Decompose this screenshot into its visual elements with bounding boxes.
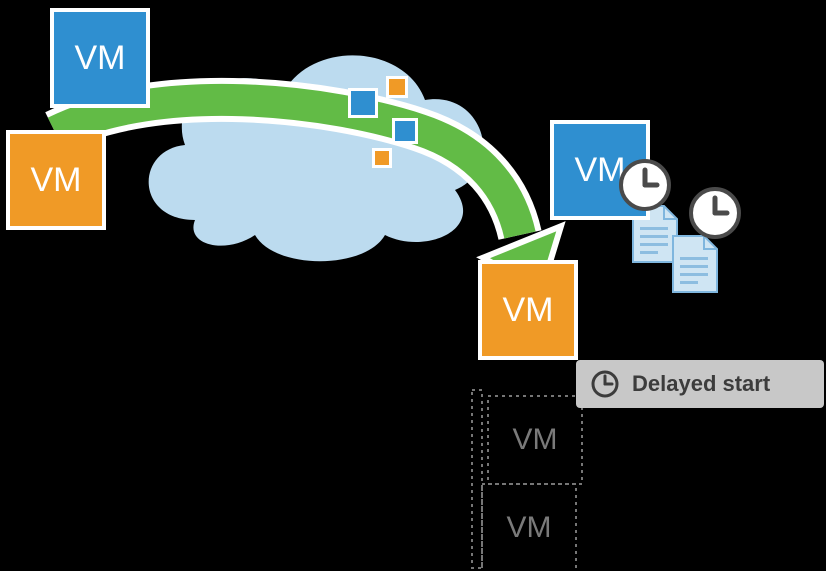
clock-icon bbox=[618, 158, 672, 212]
data-block bbox=[392, 118, 418, 144]
data-block bbox=[348, 88, 378, 118]
diagram-stage: VM VM VM VM bbox=[0, 0, 826, 571]
vm-source-blue: VM bbox=[50, 8, 150, 108]
delayed-start-label: Delayed start bbox=[576, 360, 824, 408]
vm-label: VM bbox=[503, 291, 554, 330]
clock-icon bbox=[688, 186, 742, 240]
vm-ghost: VM bbox=[488, 396, 582, 484]
vm-source-orange: VM bbox=[6, 130, 106, 230]
data-block bbox=[386, 76, 408, 98]
delayed-start-text: Delayed start bbox=[632, 371, 770, 397]
vm-label: VM bbox=[513, 423, 558, 457]
data-block bbox=[372, 148, 392, 168]
vm-label: VM bbox=[507, 511, 552, 545]
clock-icon bbox=[590, 369, 620, 399]
vm-label: VM bbox=[31, 161, 82, 200]
vm-dest-orange: VM bbox=[478, 260, 578, 360]
document-icon bbox=[672, 235, 718, 293]
vm-label: VM bbox=[75, 39, 126, 78]
vm-ghost: VM bbox=[482, 484, 576, 571]
